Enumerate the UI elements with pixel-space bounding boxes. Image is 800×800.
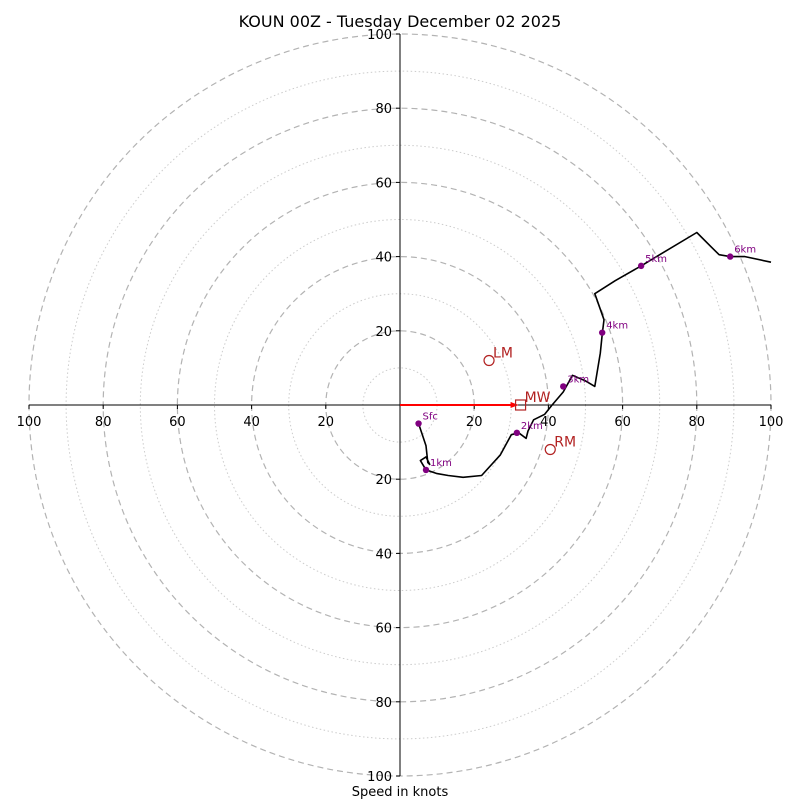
y-tick-label: 60	[375, 622, 392, 637]
x-tick-label: 20	[466, 415, 483, 430]
x-tick-label: 80	[689, 415, 706, 430]
x-tick-label: 60	[614, 415, 631, 430]
height-marker-Sfc	[415, 420, 422, 427]
height-label-2km: 2km	[521, 421, 543, 432]
x-tick-label: 40	[540, 415, 557, 430]
height-label-4km: 4km	[606, 321, 628, 332]
storm-motions: LM RM MW	[483, 345, 576, 456]
x-tick-label: 20	[318, 415, 335, 430]
x-axis-label: Speed in knots	[352, 785, 449, 800]
x-tick-label: 100	[759, 415, 784, 430]
motion-marker-MW	[514, 399, 527, 411]
tick-labels: 100 100 80 80 60 60 40 40 20 20 20 20 40 40 60 60 80 80 10…	[17, 28, 784, 785]
y-tick-label: 60	[375, 176, 392, 191]
y-tick-label: 100	[367, 770, 392, 785]
height-label-6km: 6km	[734, 245, 756, 256]
motion-label-LM: LM	[493, 345, 513, 361]
height-label-3km: 3km	[567, 374, 589, 385]
height-marker-2km	[513, 429, 521, 437]
x-tick-label: 40	[243, 415, 260, 430]
height-markers: Sfc 1km 2km 3km 4km 5km 6km	[415, 245, 756, 474]
height-label-Sfc: Sfc	[423, 412, 438, 423]
x-tick-label: 100	[17, 415, 42, 430]
y-tick-label: 20	[375, 325, 392, 340]
y-tick-label: 40	[375, 251, 392, 266]
y-tick-label: 20	[375, 473, 392, 488]
y-tick-label: 80	[375, 102, 392, 117]
wind-profile-line	[417, 231, 772, 479]
height-label-1km: 1km	[430, 458, 452, 469]
x-tick-label: 80	[95, 415, 112, 430]
x-tick-label: 60	[169, 415, 186, 430]
motion-label-RM: RM	[554, 435, 576, 451]
y-tick-label: 80	[375, 696, 392, 711]
height-marker-5km	[637, 262, 645, 270]
motion-marker-LM	[483, 354, 495, 367]
bulk-shear-arrowhead	[510, 402, 519, 408]
chart-title: KOUN 00Z - Tuesday December 02 2025	[239, 12, 562, 31]
y-tick-label: 40	[375, 547, 392, 562]
hodograph-trace	[417, 231, 772, 479]
y-tick-label: 100	[367, 28, 392, 43]
height-marker-1km	[422, 466, 430, 474]
height-marker-6km	[726, 253, 734, 260]
height-marker-4km	[598, 329, 606, 336]
motion-marker-RM	[544, 443, 556, 456]
height-marker-3km	[560, 383, 567, 390]
height-label-5km: 5km	[645, 254, 667, 265]
motion-label-MW: MW	[525, 390, 551, 406]
shear-vector	[400, 402, 519, 408]
